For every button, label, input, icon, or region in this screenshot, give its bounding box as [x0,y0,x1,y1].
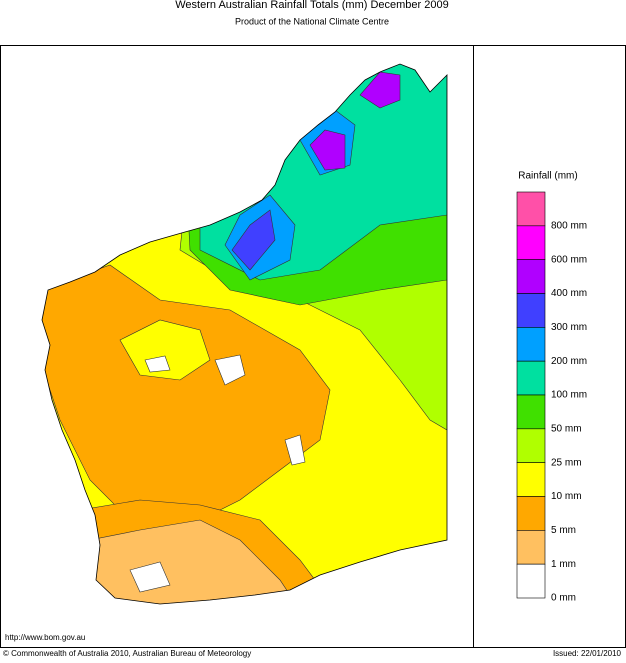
legend-swatch [516,462,546,497]
legend-swatch [516,191,546,227]
zone-0mm-d [129,561,171,593]
legend-label: 200 mm [551,356,587,367]
zone-400mm [309,129,346,171]
footer-url: http://www.bom.gov.au [5,633,85,642]
legend-swatch [516,259,546,294]
legend-label: 1 mm [551,559,576,570]
rainfall-map [42,64,447,604]
legend-swatch [516,496,546,531]
legend-label: 5 mm [551,525,576,536]
legend-label: 800 mm [551,220,587,231]
legend-swatch [516,530,546,565]
zone-0mm-a [214,354,246,386]
legend-swatch [516,225,546,260]
legend-label: 100 mm [551,390,587,401]
legend: 800 mm 600 mm 400 mm 300 mm 200 mm 100 mm 50 m… [516,191,587,604]
zone-0mm-b [284,434,306,466]
legend-swatch [516,394,546,430]
footer-issued: Issued: 22/01/2010 [553,649,622,658]
subtitle: Product of the National Climate Centre [235,16,389,26]
legend-swatch [516,563,546,599]
legend-swatch [516,293,546,328]
zone-1mm [79,519,301,604]
legend-label: 600 mm [551,254,587,265]
zone-5mm [42,264,331,521]
footer-copyright: © Commonwealth of Australia 2010, Austra… [3,649,251,658]
legend-label: 10 mm [551,491,582,502]
legend-swatch [516,428,546,463]
legend-swatch [516,360,546,396]
legend-label: 50 mm [551,423,582,434]
zone-300mm [231,209,276,271]
legend-label: 400 mm [551,288,587,299]
legend-title: Rainfall (mm) [518,171,577,182]
zone-10mm-inner [119,319,211,381]
legend-label: 300 mm [551,322,587,333]
legend-label: 25 mm [551,457,582,468]
legend-label: 0 mm [551,593,576,604]
title: Western Australian Rainfall Totals (mm) … [175,0,449,11]
legend-swatch [516,327,546,362]
zone-400mm-north [359,71,401,109]
zone-0mm-c [144,355,171,373]
